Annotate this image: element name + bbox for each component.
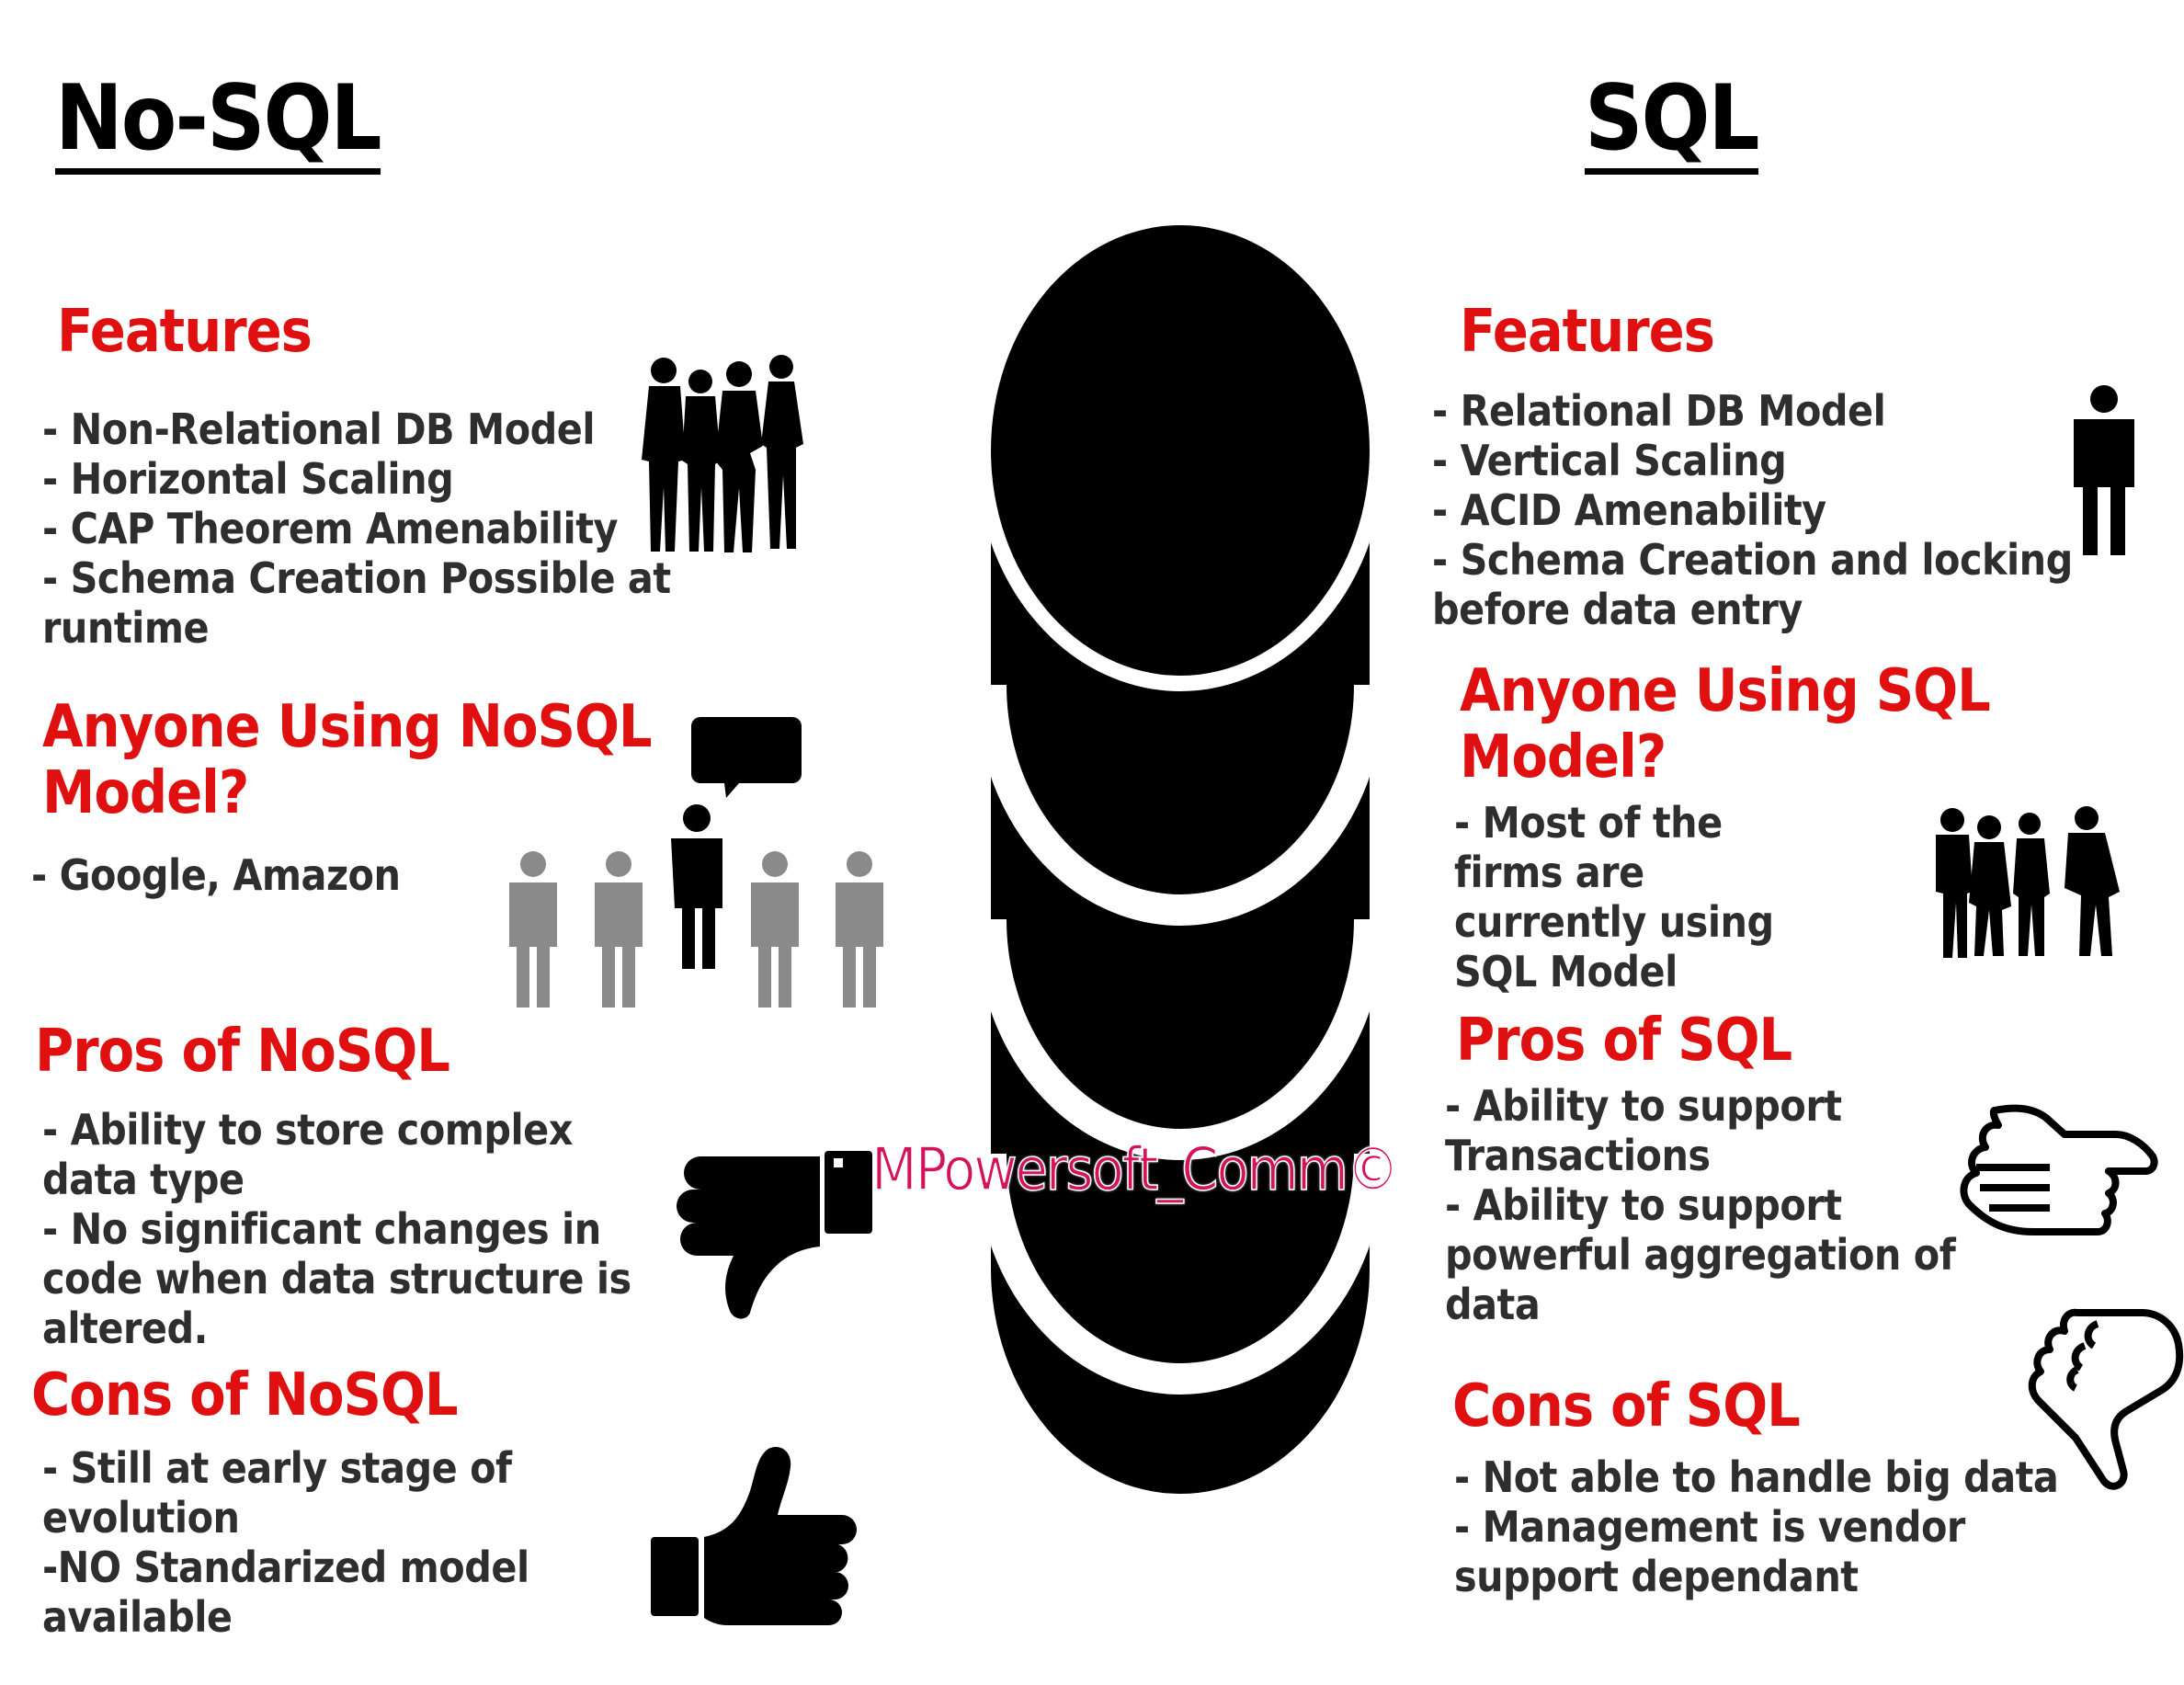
nosql-cons-list: - Still at early stage of evolution -NO … [42,1443,529,1642]
sql-user-item: currently using [1454,897,1774,947]
sql-cons-list: - Not able to handle big data - Manageme… [1454,1452,2059,1601]
nosql-features-list: - Non-Relational DB Model - Horizontal S… [42,404,671,653]
nosql-con-item: - Still at early stage of [42,1443,512,1493]
sql-pro-item: powerful aggregation of [1445,1230,1956,1280]
sql-users-heading-line: Model? [1460,723,1666,791]
nosql-pro-item: data type [42,1155,245,1204]
nosql-pros-list: - Ability to store complex data type - N… [42,1105,631,1353]
sql-title: SQL [1585,72,1760,175]
database-cylinder-icon [975,225,1385,1494]
nosql-user-item: - Google, Amazon [31,850,401,900]
speaking-person-crowd-icon [509,717,883,1008]
nosql-con-item: -NO Standarized model [42,1543,529,1592]
sql-features-heading: Features [1460,298,1715,366]
nosql-pro-item: code when data structure is [42,1254,631,1304]
thumbs-down-outline-icon [2028,1308,2184,1490]
thumbs-up-icon [651,1447,857,1625]
nosql-pro-item: altered. [42,1304,208,1353]
sql-pros-list: - Ability to support Transactions - Abil… [1445,1081,1956,1329]
sql-con-item: support dependant [1454,1552,1859,1601]
sql-pro-item: Transactions [1445,1131,1711,1180]
sql-features-list: - Relational DB Model - Vertical Scaling… [1432,386,2073,634]
sql-feature-item: - Relational DB Model [1432,386,1886,436]
nosql-features-heading: Features [57,298,313,366]
nosql-pro-item: - Ability to store complex [42,1105,573,1155]
nosql-feature-item: - Horizontal Scaling [42,454,454,504]
nosql-con-item: available [42,1592,233,1642]
group-of-women-icon [642,355,803,552]
sql-user-item: - Most of the [1454,798,1723,848]
nosql-feature-item: - CAP Theorem Amenability [42,504,618,553]
nosql-cons-heading: Cons of NoSQL [31,1361,459,1429]
nosql-feature-item: - Schema Creation Possible at [42,553,671,603]
thumbs-down-icon [677,1151,872,1319]
sql-feature-item: before data entry [1432,585,1803,634]
single-person-icon [2074,385,2134,555]
sql-user-item: SQL Model [1454,947,1678,996]
sql-feature-item: - Schema Creation and locking [1432,535,2073,585]
nosql-con-item: evolution [42,1493,240,1543]
sql-users-heading-line: Anyone Using SQL [1460,657,1991,725]
nosql-pro-item: - No significant changes in [42,1204,601,1254]
business-group-icon [1936,806,2120,958]
sql-con-item: - Not able to handle big data [1454,1452,2059,1502]
sql-pro-item: data [1445,1280,1541,1329]
watermark-text: MPowersoft_Comm© [870,1135,1400,1205]
nosql-title: No-SQL [55,72,382,175]
nosql-users-list: - Google, Amazon [31,850,401,900]
nosql-users-heading-line: Anyone Using NoSQL [42,693,653,761]
thumbs-up-outline-icon [1960,1104,2158,1235]
sql-pros-heading: Pros of SQL [1456,1007,1792,1075]
sql-pro-item: - Ability to support [1445,1081,1842,1131]
nosql-feature-item: runtime [42,603,210,653]
nosql-users-heading-line: Model? [42,759,249,827]
sql-feature-item: - Vertical Scaling [1432,436,1787,485]
nosql-pros-heading: Pros of NoSQL [35,1018,450,1086]
sql-cons-heading: Cons of SQL [1452,1372,1801,1440]
nosql-users-heading: Anyone Using NoSQL Model? [42,693,653,827]
sql-pro-item: - Ability to support [1445,1180,1842,1230]
sql-users-list: - Most of the firms are currently using … [1454,798,1774,996]
sql-users-heading: Anyone Using SQL Model? [1460,657,1991,791]
sql-user-item: firms are [1454,848,1644,897]
sql-feature-item: - ACID Amenability [1432,485,1826,535]
nosql-feature-item: - Non-Relational DB Model [42,404,595,454]
sql-con-item: - Management is vendor [1454,1502,1965,1552]
